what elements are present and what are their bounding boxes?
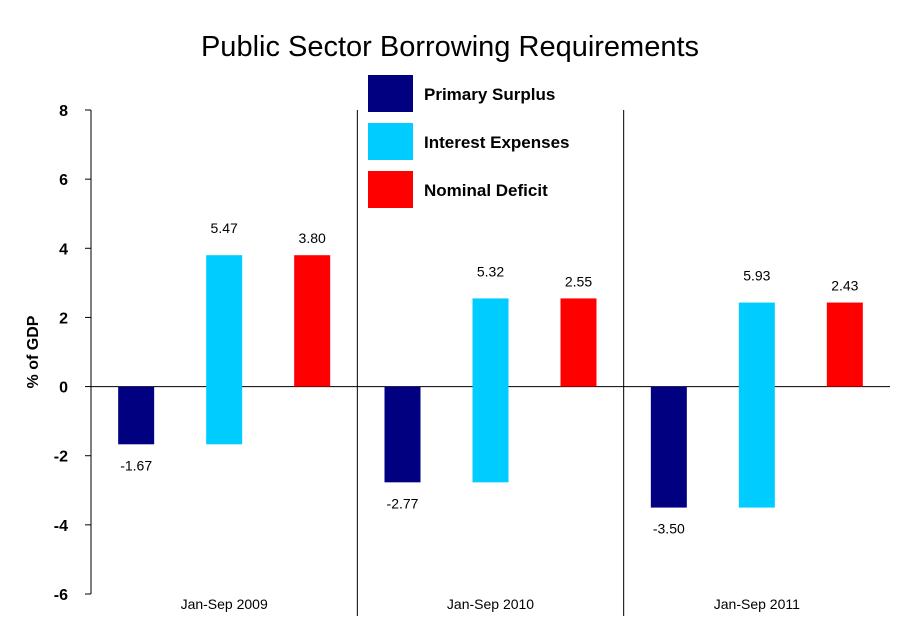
legend-swatch	[368, 123, 413, 160]
y-tick-label: -4	[54, 518, 68, 535]
legend-label: Interest Expenses	[424, 133, 570, 152]
data-label: -3.50	[653, 521, 685, 537]
category-label: Jan-Sep 2011	[714, 596, 800, 612]
bar	[738, 302, 775, 508]
data-labels: -1.67 -2.77 -3.50 5.47 5.32 5.93 3.80 2.55 2.43	[120, 220, 858, 536]
y-tick-label: -2	[54, 449, 68, 466]
bar	[206, 255, 243, 445]
data-label: 5.93	[743, 268, 770, 284]
y-tick-label: 6	[59, 172, 68, 189]
y-axis-label: % of GDP	[25, 315, 42, 388]
legend-label: Primary Surplus	[424, 85, 555, 104]
data-label: 5.47	[211, 220, 238, 236]
bars	[118, 255, 863, 508]
bar	[384, 386, 421, 483]
data-label: -2.77	[387, 495, 419, 511]
y-tick-label: 0	[59, 380, 68, 397]
y-tick-label: 4	[59, 241, 68, 258]
data-label: 5.32	[477, 263, 504, 279]
data-label: 3.80	[299, 230, 326, 246]
category-label: Jan-Sep 2009	[181, 596, 268, 612]
data-label: -1.67	[120, 457, 152, 473]
y-tick-label: 2	[59, 310, 68, 327]
legend-swatch	[368, 75, 413, 112]
bar	[118, 386, 155, 445]
bar	[472, 298, 509, 483]
chart-title: Public Sector Borrowing Requirements	[201, 31, 699, 63]
bar	[560, 298, 597, 387]
bar	[650, 386, 687, 508]
y-tick-label: -6	[54, 587, 68, 604]
y-tick-label: 8	[59, 103, 68, 120]
data-label: 2.55	[565, 273, 592, 289]
category-label: Jan-Sep 2010	[447, 596, 534, 612]
bar	[826, 302, 863, 387]
legend-swatch	[368, 171, 413, 208]
legend-label: Nominal Deficit	[424, 181, 548, 200]
bar	[294, 255, 331, 387]
data-label: 2.43	[831, 278, 858, 294]
legend: Primary Surplus Interest Expenses Nominal …	[368, 75, 570, 208]
